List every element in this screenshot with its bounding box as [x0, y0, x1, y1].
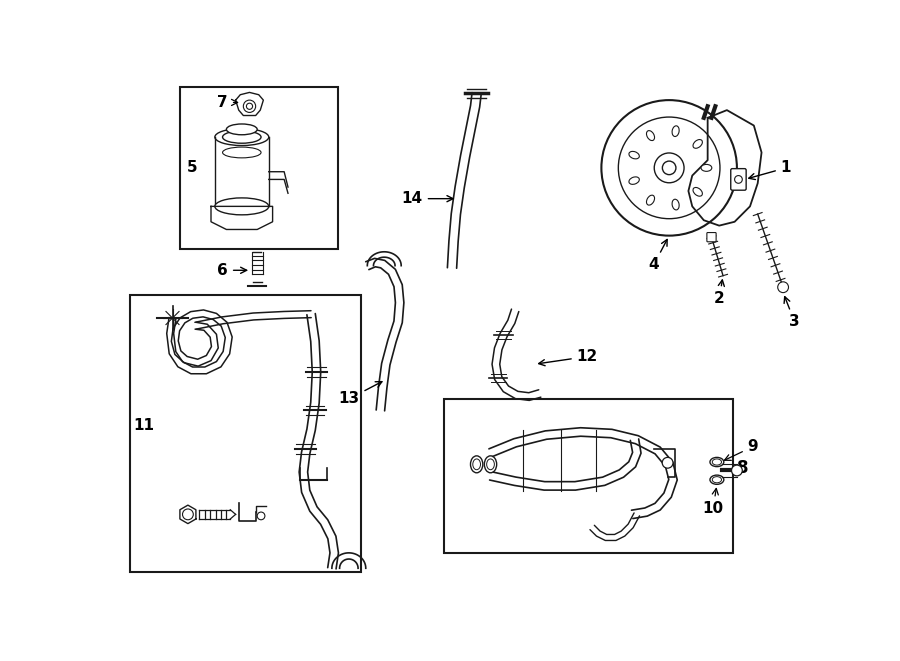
Circle shape	[243, 100, 256, 112]
Text: 2: 2	[714, 280, 724, 306]
Circle shape	[247, 103, 253, 109]
Text: 3: 3	[784, 297, 800, 329]
Ellipse shape	[693, 188, 702, 196]
Text: 10: 10	[703, 488, 724, 516]
Ellipse shape	[222, 147, 261, 158]
Bar	[130, 295, 361, 572]
Ellipse shape	[701, 165, 712, 171]
Ellipse shape	[712, 477, 722, 483]
Text: 7: 7	[217, 95, 238, 110]
Circle shape	[778, 282, 788, 293]
Ellipse shape	[471, 456, 482, 473]
Text: 12: 12	[539, 349, 598, 366]
Circle shape	[662, 161, 676, 175]
Text: 9: 9	[724, 439, 759, 460]
Ellipse shape	[215, 129, 269, 145]
Circle shape	[662, 457, 673, 468]
Ellipse shape	[710, 457, 724, 467]
Ellipse shape	[672, 199, 680, 210]
Ellipse shape	[710, 475, 724, 485]
Text: 14: 14	[401, 191, 453, 206]
Text: 6: 6	[217, 263, 247, 278]
Ellipse shape	[629, 151, 639, 159]
Text: 4: 4	[648, 239, 667, 272]
Ellipse shape	[215, 198, 269, 215]
Ellipse shape	[227, 124, 257, 135]
Circle shape	[734, 176, 742, 183]
Ellipse shape	[484, 456, 497, 473]
Text: 5: 5	[186, 161, 197, 175]
Circle shape	[732, 465, 742, 476]
Bar	[445, 399, 734, 553]
Ellipse shape	[693, 139, 702, 148]
FancyBboxPatch shape	[731, 169, 746, 190]
Ellipse shape	[646, 195, 654, 205]
Circle shape	[654, 153, 684, 183]
Ellipse shape	[487, 459, 494, 470]
Ellipse shape	[712, 459, 722, 465]
Ellipse shape	[222, 131, 261, 143]
Circle shape	[601, 100, 737, 235]
Text: 8: 8	[736, 459, 748, 477]
Text: 13: 13	[338, 381, 382, 407]
Circle shape	[618, 117, 720, 219]
Text: 1: 1	[749, 161, 791, 180]
Text: 11: 11	[133, 418, 155, 434]
Circle shape	[257, 512, 265, 520]
Bar	[180, 87, 338, 249]
Ellipse shape	[646, 131, 654, 141]
Ellipse shape	[472, 459, 481, 470]
Ellipse shape	[629, 177, 639, 184]
FancyBboxPatch shape	[706, 233, 716, 242]
Circle shape	[183, 509, 194, 520]
Ellipse shape	[672, 126, 680, 137]
